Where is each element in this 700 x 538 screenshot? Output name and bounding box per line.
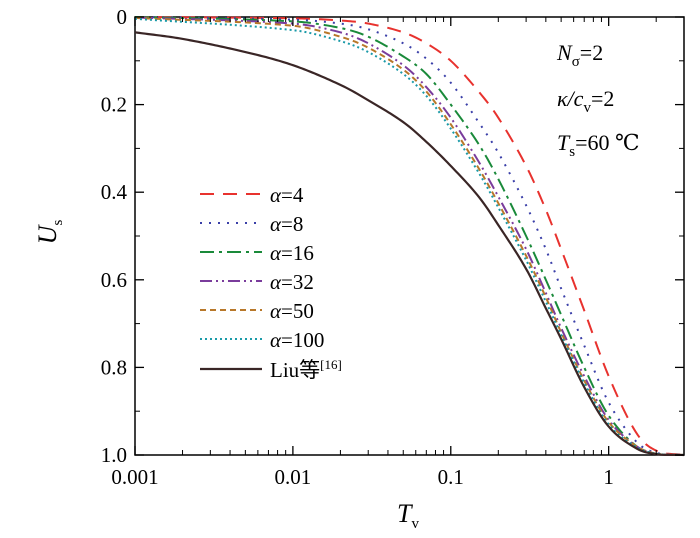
legend-item-alpha-16: α=16 — [200, 241, 314, 265]
series-line-liu — [134, 31, 685, 457]
x-axis-label-sub: v — [411, 516, 419, 532]
legend-label-alpha-100: α=100 — [270, 328, 324, 352]
plot-frame — [134, 16, 685, 456]
legend-label-alpha-4: α=4 — [270, 183, 304, 207]
x-tick-label: 0.001 — [111, 465, 158, 489]
param-ts: Ts=60 ℃ — [557, 130, 640, 160]
series-line-alpha-32 — [134, 16, 685, 456]
legend-label-alpha-8: α=8 — [270, 212, 303, 236]
legend-item-alpha-32: α=32 — [200, 270, 314, 294]
y-tick-label: 0.6 — [101, 268, 127, 292]
series-layer — [134, 16, 685, 457]
legend-item-alpha-100: α=100 — [200, 328, 324, 352]
y-tick-label: 0.4 — [101, 180, 128, 204]
x-tick-label: 0.01 — [275, 465, 312, 489]
series-line-alpha-8 — [134, 16, 685, 456]
parameter-box: Nσ=2 κ/cv=2 Ts=60 ℃ — [556, 40, 640, 160]
param-n-sigma: Nσ=2 — [556, 40, 603, 70]
series-line-alpha-16 — [134, 16, 685, 456]
x-tick-label: 0.1 — [438, 465, 464, 489]
legend-item-alpha-50: α=50 — [200, 299, 314, 323]
series-line-alpha-100 — [134, 17, 685, 456]
y-axis-label-sub: s — [50, 220, 66, 226]
series-line-alpha-4 — [134, 16, 685, 456]
legend-label-alpha-32: α=32 — [270, 270, 314, 294]
legend-label-alpha-16: α=16 — [270, 241, 314, 265]
x-axis-label: Tv — [397, 499, 419, 532]
legend-item-liu: Liu等[16] — [200, 357, 342, 382]
legend: α=4 α=8 α=16 α=32 α=50 α=100 Liu等[16] — [200, 183, 342, 382]
y-axis-label: Us — [33, 220, 66, 245]
x-axis-label-main: T — [397, 499, 413, 528]
x-tick-label: 1 — [603, 465, 614, 489]
axis-ticks — [134, 16, 685, 456]
legend-label-alpha-50: α=50 — [270, 299, 314, 323]
axis-tick-labels: 0.001 0.01 0.1 1 0 0.2 0.4 0.6 0.8 1.0 — [101, 5, 614, 489]
series-line-alpha-50 — [134, 16, 685, 456]
legend-item-alpha-4: α=4 — [200, 183, 304, 207]
y-tick-label: 0.2 — [101, 93, 127, 117]
y-tick-label: 0.8 — [101, 355, 127, 379]
plot-border — [134, 16, 685, 456]
y-axis-label-main: U — [33, 223, 62, 244]
param-kappa-cv: κ/cv=2 — [557, 86, 614, 116]
legend-item-alpha-8: α=8 — [200, 212, 303, 236]
legend-label-liu: Liu等[16] — [270, 357, 342, 382]
y-tick-label: 1.0 — [101, 443, 127, 467]
y-tick-label: 0 — [117, 5, 128, 29]
